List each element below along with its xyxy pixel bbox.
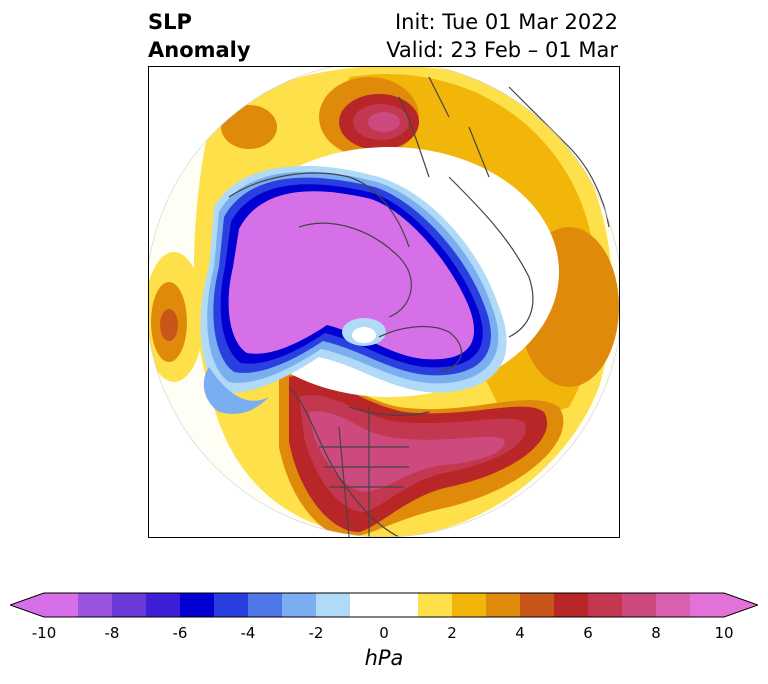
valid-range-label: Valid: 23 Feb – 01 Mar [386, 38, 618, 62]
colorbar-cell [214, 593, 249, 617]
colorbar-extend-high [724, 593, 758, 617]
colorbar-cell [690, 593, 725, 617]
map-title: SLP Anomaly [148, 8, 251, 64]
title-line-2: Anomaly [148, 38, 251, 62]
colorbar-cell [520, 593, 555, 617]
colorbar-tick-label: 0 [379, 624, 389, 642]
map-canvas [149, 67, 619, 537]
colorbar-tick-label: 2 [447, 624, 457, 642]
colorbar-cell [180, 593, 215, 617]
colorbar-tick-label: 8 [651, 624, 661, 642]
colorbar-cell [418, 593, 453, 617]
colorbar-cell [622, 593, 657, 617]
colorbar-cell [78, 593, 113, 617]
colorbar-cell [146, 593, 181, 617]
colorbar-cell [282, 593, 317, 617]
colorbar-tick-label: -10 [31, 624, 57, 642]
coastline-overlay [228, 76, 610, 537]
colorbar-cell [248, 593, 283, 617]
colorbar-tick-label: 4 [515, 624, 525, 642]
colorbar-cell [350, 593, 385, 617]
slp-anomaly-map [148, 66, 620, 538]
colorbar-tick-label: -8 [104, 624, 120, 642]
colorbar-cell [554, 593, 589, 617]
colorbar-cell [486, 593, 521, 617]
title-line-1: SLP [148, 10, 192, 34]
colorbar-cell [112, 593, 147, 617]
colorbar-units-label: hPa [364, 646, 404, 670]
colorbar-cell [44, 593, 79, 617]
anomaly-field [149, 67, 619, 537]
colorbar-cell [316, 593, 351, 617]
colorbar-tick-label: 6 [583, 624, 593, 642]
colorbar-tick-label: -4 [240, 624, 256, 642]
colorbar-cell [588, 593, 623, 617]
colorbar-extend-low [10, 593, 44, 617]
date-info: Init: Tue 01 Mar 2022 Valid: 23 Feb – 01… [386, 8, 618, 64]
colorbar-tick-label: -2 [308, 624, 324, 642]
colorbar-tick-label: -6 [172, 624, 188, 642]
init-date-label: Init: Tue 01 Mar 2022 [394, 10, 618, 34]
colorbar-cell [384, 593, 419, 617]
colorbar-cell [656, 593, 691, 617]
colorbar-cell [452, 593, 487, 617]
colorbar-tick-label: 10 [714, 624, 734, 642]
colorbar [10, 592, 758, 618]
